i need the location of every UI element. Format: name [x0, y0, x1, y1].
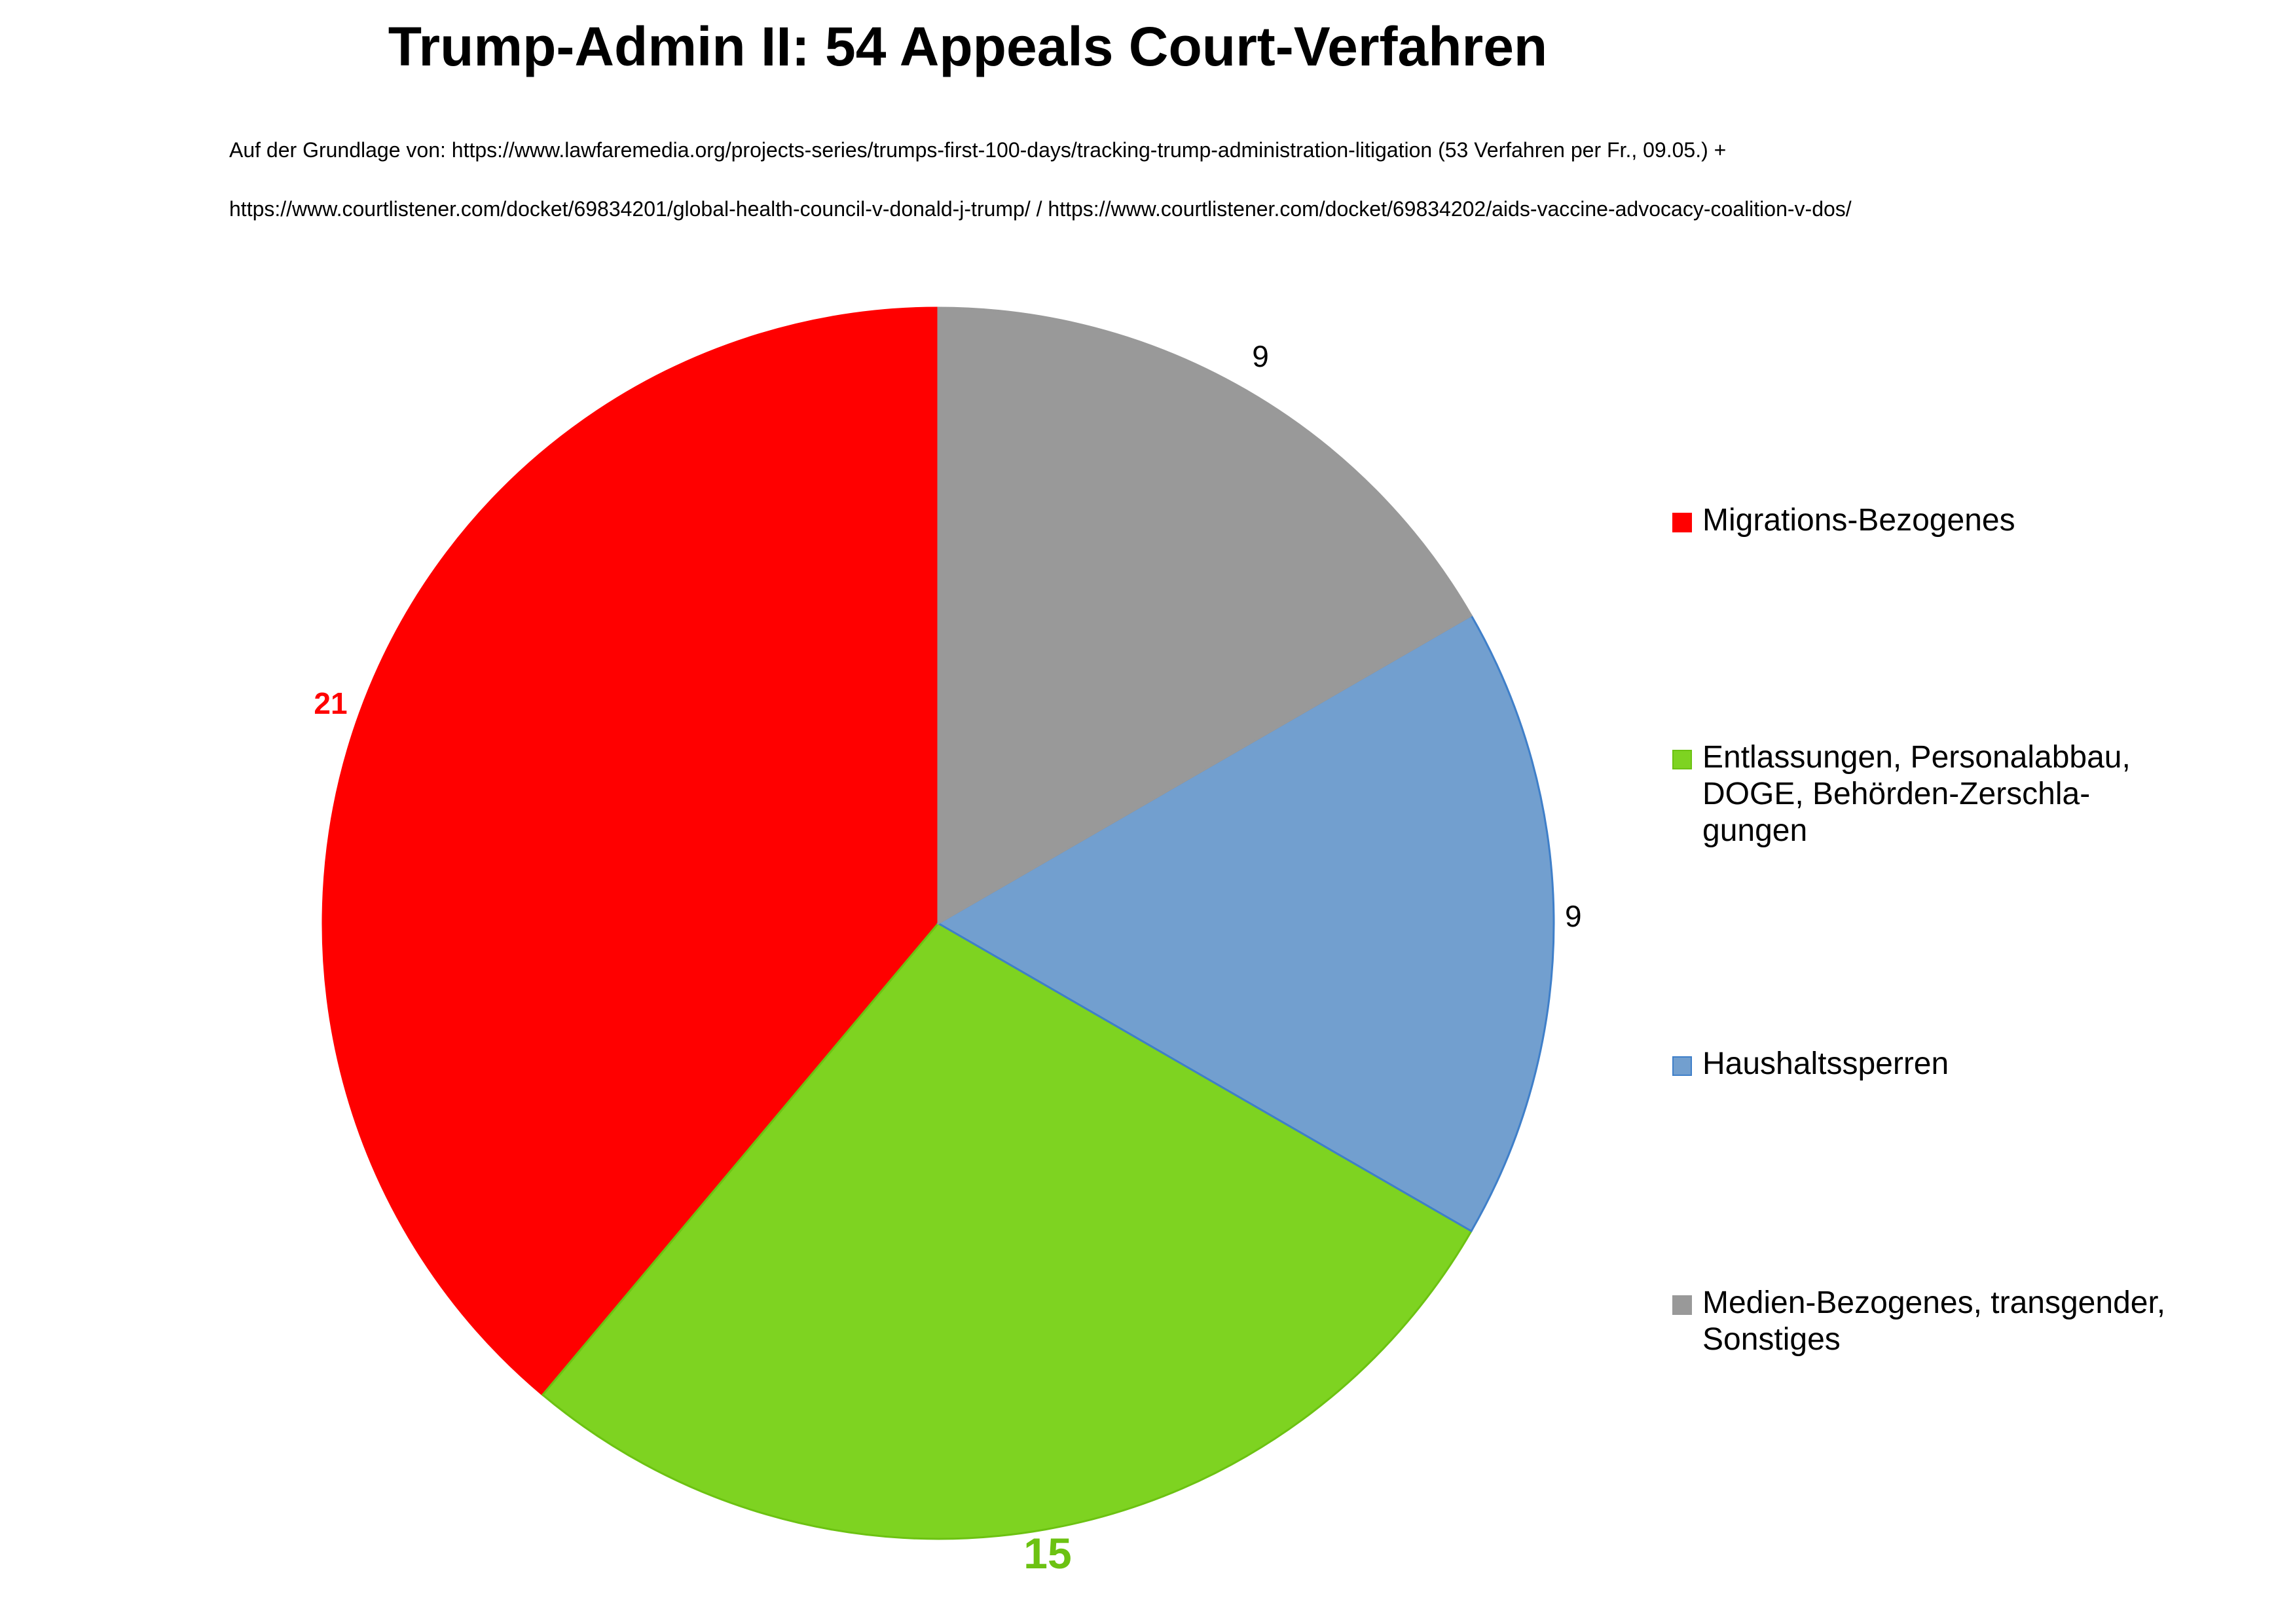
pie-value-labels: 21 15 9 9: [314, 339, 1581, 1578]
chart-legend: Migrations-Bezogenes Entlassungen, Person…: [1672, 503, 2165, 1357]
chart-title: Trump-Admin II: 54 Appeals Court-Verfahr…: [388, 16, 1547, 77]
pie-slices: [321, 306, 1555, 1540]
pie-slice-entlassungen-personalabbau-doge-beh-rden-zerschla-gungen: [541, 922, 1473, 1540]
legend-label: gungen: [1702, 813, 1807, 848]
legend-swatch: [1672, 750, 1692, 769]
legend-item-haushaltssperren: Haushaltssperren: [1672, 1046, 1949, 1081]
legend-label: Entlassungen, Personalabbau,: [1702, 740, 2131, 775]
legend-label: Medien-Bezogenes, transgender,: [1702, 1285, 2165, 1320]
pie-slice-medien-bezogenes-transgender-sonstiges: [937, 306, 1473, 925]
legend-swatch: [1672, 1056, 1692, 1076]
legend-swatch: [1672, 1295, 1692, 1315]
pie-value-label-migrations-bezogenes: 21: [314, 686, 347, 720]
pie-value-label-haushaltssperren: 9: [1565, 899, 1582, 933]
pie-value-label-medien-bezogenes-transgender-sonstiges: 9: [1252, 339, 1269, 373]
legend-swatch: [1672, 513, 1692, 532]
legend-item-migrations-bezogenes: Migrations-Bezogenes: [1672, 503, 2015, 538]
chart-subtitle-line-2: https://www.courtlistener.com/docket/698…: [229, 197, 1852, 221]
chart-subtitle-line-1: Auf der Grundlage von: https://www.lawfa…: [229, 138, 1726, 162]
legend-item-entlassungen-personalabbau-doge-beh-rden-zerschla-gungen: Entlassungen, Personalabbau,DOGE, Behörd…: [1672, 740, 2131, 848]
legend-label: Sonstiges: [1702, 1322, 1841, 1357]
pie-slice-migrations-bezogenes: [321, 306, 940, 1397]
pie-value-label-entlassungen-personalabbau-doge-beh-rden-zerschla-gungen: 15: [1023, 1529, 1071, 1578]
legend-item-medien-bezogenes-transgender-sonstiges: Medien-Bezogenes, transgender,Sonstiges: [1672, 1285, 2165, 1357]
pie-slice-haushaltssperren: [936, 614, 1555, 1233]
legend-label: DOGE, Behörden-Zerschla-: [1702, 777, 2090, 811]
legend-label: Haushaltssperren: [1702, 1046, 1949, 1081]
legend-label: Migrations-Bezogenes: [1702, 503, 2015, 538]
